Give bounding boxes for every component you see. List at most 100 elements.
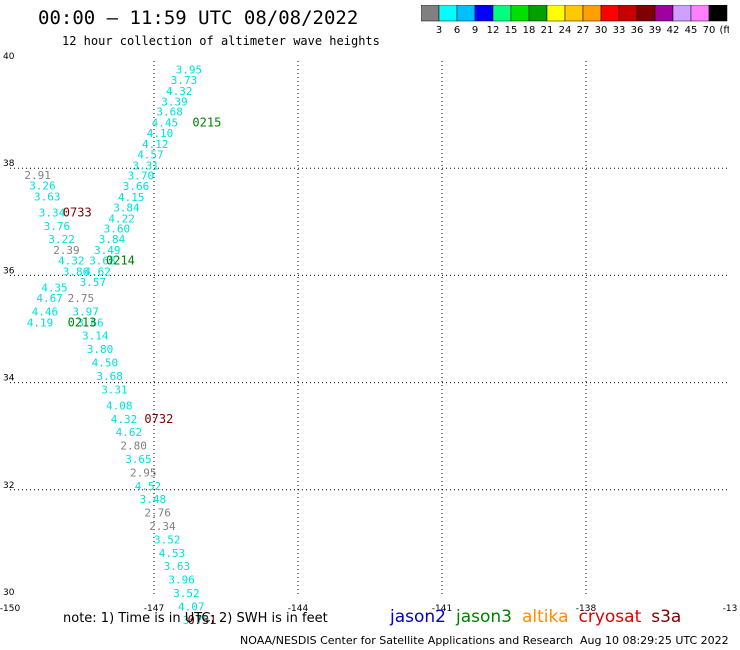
note-text: note: 1) Time is in UTC; 2) SWH is in fe… <box>63 611 328 626</box>
colorbar-label: 21 <box>541 25 554 36</box>
lat-tick-label: 40 <box>3 52 15 62</box>
wave-height-label: 3.95 <box>176 63 203 76</box>
wave-height-label: 4.10 <box>147 127 174 140</box>
wave-height-label: 4.12 <box>142 138 169 151</box>
wave-height-label: 3.49 <box>94 244 121 257</box>
colorbar-label: 6 <box>454 25 460 36</box>
wave-height-label: 2.34 <box>149 520 176 533</box>
wave-height-label: 3.79 <box>183 614 210 627</box>
pass-time-label: 0215 <box>192 115 221 129</box>
wave-height-label: 4.22 <box>108 212 134 225</box>
wave-height-label: 4.62 <box>84 265 111 278</box>
pass-time-label: 0214 <box>106 254 135 268</box>
wave-height-label: 2.91 <box>24 169 51 182</box>
wave-height-label: 3.84 <box>113 202 140 215</box>
credit-date: Aug 10 08:29:25 UTC 2022 <box>580 634 729 647</box>
colorbar-label: 12 <box>487 25 500 36</box>
wave-height-label: 3.86 <box>63 265 90 278</box>
colorbar-label: (ft) <box>719 25 729 36</box>
colorbar-label: 18 <box>523 25 536 36</box>
wave-height-label: 3.22 <box>48 233 75 246</box>
legend-jason2: jason2 <box>390 607 446 627</box>
wave-height-label: 3.26 <box>29 180 56 193</box>
pass-time-label: 0731 <box>188 613 217 627</box>
lon-tick-label: -13 <box>723 604 738 614</box>
wave-height-label: 3.63 <box>164 560 191 573</box>
wave-height-label: 2.75 <box>68 292 95 305</box>
colorbar-label: 24 <box>559 25 572 36</box>
colorbar-label: 3 <box>436 25 442 36</box>
wave-height-label: 2.76 <box>144 507 171 520</box>
wave-height-label: 3.31 <box>132 159 159 172</box>
map-title: 00:00 – 11:59 UTC 08/08/2022 <box>38 7 359 29</box>
pass-time-label: 0213 <box>68 315 97 329</box>
wave-height-label: 3.68 <box>89 255 116 268</box>
lat-tick-label: 34 <box>3 374 15 384</box>
wave-height-label: 3.57 <box>80 276 107 289</box>
colorbar-label: 27 <box>577 25 590 36</box>
wave-height-label: 4.52 <box>135 480 162 493</box>
legend-jason3: jason3 <box>456 607 512 627</box>
colorbar-label: 9 <box>472 25 478 36</box>
wave-height-label: 3.66 <box>123 180 150 193</box>
wave-height-label: 3.68 <box>96 370 123 383</box>
wave-height-label: 3.60 <box>104 223 131 236</box>
pass-time-label: 0732 <box>144 412 173 426</box>
wave-height-label: 2.95 <box>130 466 157 479</box>
wave-height-label: 2.80 <box>120 440 146 453</box>
wave-height-label: 4.46 <box>32 306 58 319</box>
wave-height-label: 4.32 <box>58 255 85 268</box>
wave-height-label: 3.97 <box>72 306 99 319</box>
lon-tick-label: -147 <box>144 604 164 614</box>
colorbar-label: 36 <box>631 25 644 36</box>
wave-height-label: 3.65 <box>125 453 152 466</box>
colorbar-label: 70 <box>703 25 716 36</box>
legend-altika: altika <box>522 607 569 627</box>
wave-height-label: 4.53 <box>159 547 186 560</box>
wave-height-label: 4.15 <box>118 191 145 204</box>
lon-tick-label: -141 <box>432 604 452 614</box>
lon-tick-label: -138 <box>576 604 597 614</box>
wave-height-label: 3.70 <box>128 169 155 182</box>
wave-height-label: 4.07 <box>178 600 205 613</box>
wave-height-label: 4.32 <box>111 413 138 426</box>
wave-height-label: 4.32 <box>166 85 193 98</box>
wave-height-label: 4.67 <box>36 292 63 305</box>
wave-height-label: 4.57 <box>137 149 164 162</box>
wave-height-label: 3.76 <box>44 220 71 233</box>
pass-time-label: 0733 <box>63 205 92 219</box>
legend-s3a: s3a <box>651 607 682 627</box>
lat-tick-label: 32 <box>3 481 14 491</box>
wave-height-label: 4.35 <box>41 281 67 294</box>
wave-height-label: 3.48 <box>140 493 167 506</box>
lon-tick-label: -150 <box>0 604 20 614</box>
wave-height-label: 2.39 <box>53 244 79 257</box>
wave-height-label: 3.68 <box>156 106 183 119</box>
credit-text: NOAA/NESDIS Center for Satellite Applica… <box>240 634 574 647</box>
wave-height-label: 3.34 <box>39 206 66 219</box>
wave-height-label: 3.63 <box>34 190 61 203</box>
wave-height-label: 3.96 <box>168 574 195 587</box>
wave-height-label: 3.39 <box>161 95 188 108</box>
lat-tick-label: 38 <box>3 159 15 169</box>
wave-height-label: 3.52 <box>173 587 200 600</box>
colorbar-label: 30 <box>595 25 608 36</box>
wave-height-label: 4.19 <box>27 316 54 329</box>
lon-tick-label: -144 <box>288 604 309 614</box>
wave-height-label: 3.31 <box>101 383 128 396</box>
satellite-legend: jason2 jason3 altika cryosat s3a <box>390 607 691 627</box>
colorbar-label: 15 <box>505 25 518 36</box>
wave-height-label: 4.45 <box>152 116 179 129</box>
lat-tick-label: 30 <box>3 588 15 598</box>
colorbar-label: 42 <box>667 25 680 36</box>
wave-height-label: 4.50 <box>92 357 119 370</box>
wave-height-label: 3.84 <box>99 233 126 246</box>
wave-height-label: 4.62 <box>116 426 143 439</box>
wave-height-label: 3.14 <box>82 330 109 343</box>
wave-height-label: 4.08 <box>106 399 133 412</box>
colorbar-label: 33 <box>613 25 626 36</box>
wave-height-label: 3.52 <box>154 533 181 546</box>
colorbar-swatch <box>708 5 728 22</box>
wave-height-label: 3.80 <box>87 343 114 356</box>
